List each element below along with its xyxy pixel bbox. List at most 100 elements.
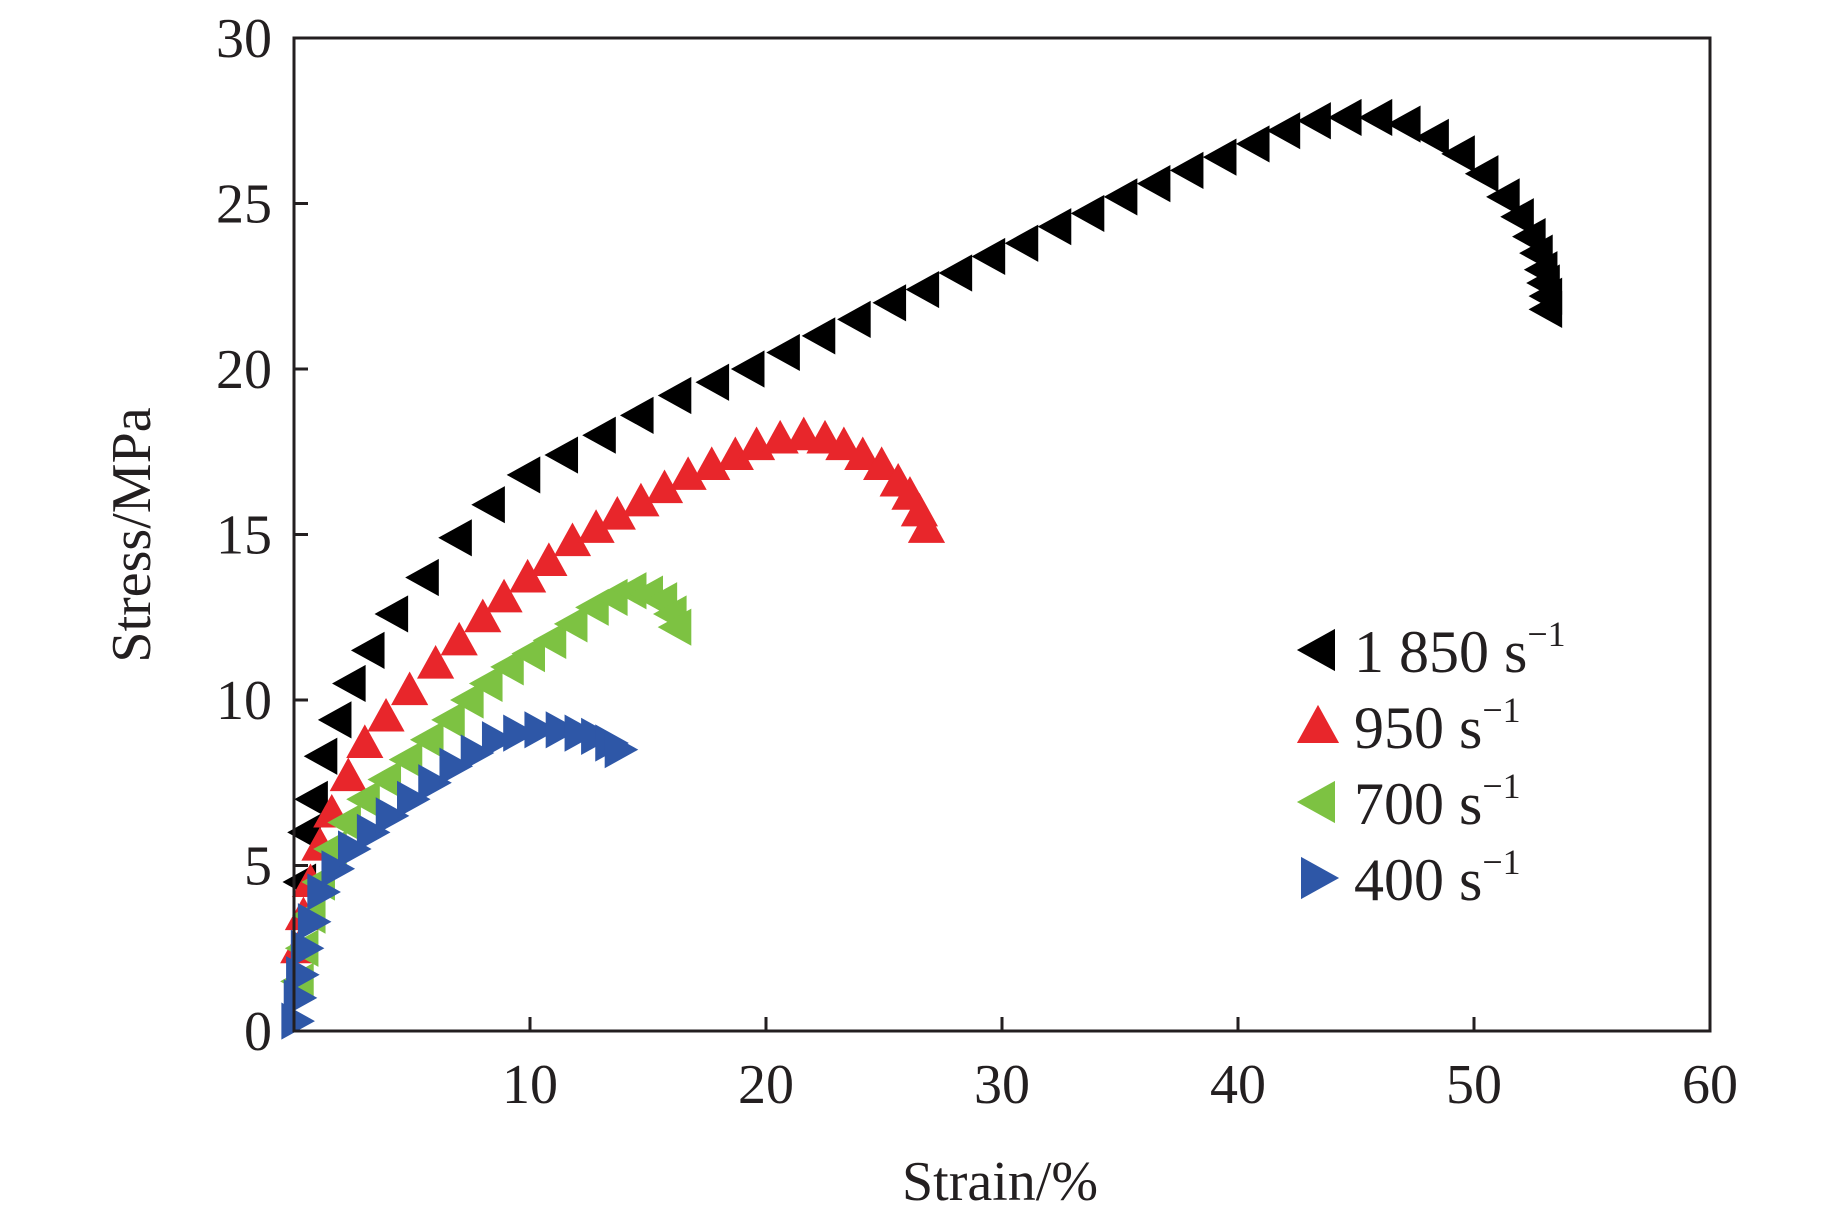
data-point <box>657 376 692 415</box>
data-point <box>844 436 882 471</box>
data-point <box>622 482 660 517</box>
data-point <box>971 237 1006 276</box>
data-point <box>375 797 410 835</box>
data-point <box>450 681 484 719</box>
data-point <box>338 830 372 868</box>
series-2 <box>280 416 946 964</box>
data-point <box>1169 151 1204 189</box>
data-point <box>524 711 559 749</box>
x-tick-label: 20 <box>738 1054 794 1116</box>
data-point <box>1464 155 1499 193</box>
data-point <box>440 621 478 656</box>
data-point <box>1486 178 1520 216</box>
data-point <box>582 416 616 454</box>
data-point <box>388 740 423 779</box>
data-point <box>490 648 524 686</box>
data-point <box>1004 224 1039 262</box>
data-point <box>1202 138 1237 176</box>
data-point <box>409 721 444 759</box>
data-point <box>619 396 654 434</box>
data-point <box>577 509 615 543</box>
data-point <box>938 254 973 292</box>
data-point <box>695 363 730 401</box>
data-point <box>506 456 541 494</box>
data-point <box>367 760 402 799</box>
data-point <box>1500 198 1534 236</box>
data-point <box>612 572 647 610</box>
x-tick-label: 40 <box>1210 1054 1266 1116</box>
data-point <box>391 671 429 706</box>
x-tick-label: 50 <box>1446 1054 1502 1116</box>
data-point <box>294 780 328 818</box>
data-point <box>405 558 439 597</box>
data-point <box>321 850 356 888</box>
y-tick-label: 15 <box>216 505 272 567</box>
data-point <box>481 721 516 759</box>
data-point <box>471 486 505 524</box>
data-point <box>367 697 405 732</box>
data-point <box>1386 105 1421 143</box>
data-point <box>553 605 588 643</box>
data-point <box>907 509 946 543</box>
data-point <box>530 542 568 576</box>
data-point <box>545 711 580 749</box>
data-point <box>1358 98 1393 137</box>
legend-marker <box>1296 780 1335 824</box>
data-point <box>604 731 639 769</box>
legend-label: 700 s−1 <box>1354 766 1521 837</box>
data-point <box>766 333 800 372</box>
y-axis-title: Stress/MPa <box>101 407 163 662</box>
series-1 <box>282 98 1563 901</box>
data-point <box>801 317 836 355</box>
data-point <box>716 436 754 471</box>
data-point <box>503 714 537 752</box>
data-point <box>1297 102 1331 140</box>
data-point <box>669 456 707 490</box>
data-point <box>645 469 684 504</box>
data-point <box>872 284 907 322</box>
x-tick-label: 30 <box>974 1054 1030 1116</box>
x-tick-label: 10 <box>502 1054 558 1116</box>
legend-marker <box>1296 704 1340 743</box>
data-point <box>356 813 391 851</box>
data-point <box>307 873 341 911</box>
data-point <box>1327 98 1362 137</box>
data-point <box>350 631 385 669</box>
legend-marker <box>1296 628 1335 672</box>
y-tick-label: 25 <box>216 174 272 236</box>
y-tick-label: 5 <box>244 836 272 898</box>
data-point <box>346 780 380 818</box>
legend-label: 1 850 s−1 <box>1354 614 1566 685</box>
data-point <box>317 701 352 739</box>
data-point <box>332 664 366 703</box>
y-tick-label: 30 <box>216 8 272 70</box>
ticks-layer: 10 20 30 40 50 60 0 5 10 15 20 25 30 <box>216 8 1738 1116</box>
data-point <box>438 519 472 557</box>
data-point <box>544 436 579 474</box>
data-point <box>418 764 452 802</box>
data-point <box>1441 135 1475 173</box>
data-point <box>905 270 940 309</box>
data-point <box>346 724 384 759</box>
data-point <box>553 522 592 557</box>
data-point <box>1266 112 1301 150</box>
data-point <box>468 664 503 703</box>
data-point <box>1528 290 1563 329</box>
data-point <box>397 780 431 818</box>
data-point <box>657 608 692 646</box>
data-point <box>439 747 474 785</box>
data-point <box>329 757 367 792</box>
data-point <box>532 621 567 660</box>
data-point <box>1415 118 1449 156</box>
data-point <box>431 701 465 739</box>
data-point <box>297 903 332 941</box>
data-point <box>693 446 731 480</box>
data-point <box>1103 178 1138 216</box>
x-axis-title: Strain/% <box>902 1151 1098 1213</box>
data-point <box>598 496 636 530</box>
x-tick-label: 60 <box>1682 1054 1738 1116</box>
y-tick-label: 20 <box>216 339 272 401</box>
data-point <box>1136 165 1171 203</box>
data-point <box>417 644 455 679</box>
